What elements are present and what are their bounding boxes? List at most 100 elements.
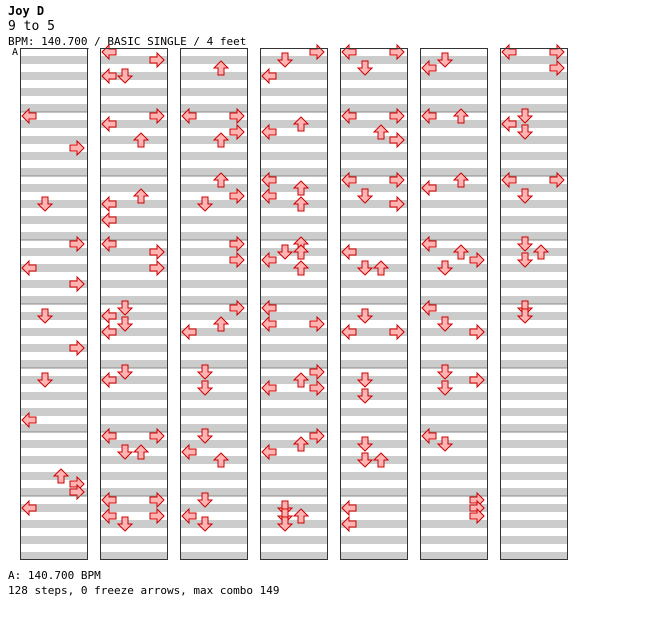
left-arrow-icon xyxy=(421,59,437,77)
left-arrow-icon xyxy=(101,67,117,85)
beat-stripe xyxy=(340,104,408,112)
beat-stripe xyxy=(100,200,168,208)
beat-stripe xyxy=(20,216,88,224)
beat-stripe xyxy=(20,440,88,448)
beat-stripe xyxy=(20,152,88,160)
left-arrow-icon xyxy=(101,323,117,341)
beat-stripe xyxy=(260,408,328,416)
beat-stripe xyxy=(420,152,488,160)
beat-stripe xyxy=(20,424,88,432)
beat-stripe xyxy=(20,264,88,272)
beat-stripe xyxy=(20,248,88,256)
beat-stripe xyxy=(20,552,88,560)
right-arrow-icon xyxy=(229,299,245,317)
chart-column xyxy=(260,43,328,560)
beat-stripe xyxy=(420,392,488,400)
up-arrow-icon xyxy=(132,132,150,148)
beat-stripe xyxy=(180,168,248,176)
right-arrow-icon xyxy=(469,371,485,389)
beat-stripe xyxy=(260,360,328,368)
right-arrow-icon xyxy=(149,107,165,125)
left-arrow-icon xyxy=(21,499,37,517)
left-arrow-icon xyxy=(101,195,117,213)
chart-column xyxy=(420,48,488,560)
beat-stripe xyxy=(20,536,88,544)
beat-stripe xyxy=(420,104,488,112)
beat-stripe xyxy=(100,56,168,64)
beat-stripe xyxy=(260,232,328,240)
beat-stripe xyxy=(20,520,88,528)
left-arrow-icon xyxy=(261,171,277,189)
beat-stripe xyxy=(180,200,248,208)
up-arrow-icon xyxy=(372,260,390,276)
beat-stripe xyxy=(340,552,408,560)
beat-stripe xyxy=(260,216,328,224)
up-arrow-icon xyxy=(292,372,310,388)
beat-stripe xyxy=(500,504,568,512)
beat-stripe xyxy=(20,456,88,464)
chart-column xyxy=(20,48,88,560)
beat-stripe xyxy=(340,312,408,320)
beat-stripe xyxy=(420,456,488,464)
down-arrow-icon xyxy=(116,364,134,380)
right-arrow-icon xyxy=(469,323,485,341)
beat-stripe xyxy=(20,168,88,176)
beat-stripe xyxy=(100,232,168,240)
beat-stripe xyxy=(500,184,568,192)
beat-stripe xyxy=(500,312,568,320)
beat-stripe xyxy=(100,104,168,112)
left-arrow-icon xyxy=(101,491,117,509)
left-arrow-icon xyxy=(181,107,197,125)
down-arrow-icon xyxy=(116,68,134,84)
beat-stripe xyxy=(500,280,568,288)
chart-column xyxy=(340,43,408,560)
right-arrow-icon xyxy=(549,59,565,77)
beat-stripe xyxy=(340,360,408,368)
down-arrow-icon xyxy=(356,308,374,324)
beat-stripe xyxy=(100,536,168,544)
right-arrow-icon xyxy=(309,379,325,397)
beat-stripe xyxy=(500,360,568,368)
beat-stripe xyxy=(260,328,328,336)
beat-stripe xyxy=(340,472,408,480)
left-arrow-icon xyxy=(261,187,277,205)
beat-stripe xyxy=(180,120,248,128)
beat-stripe xyxy=(420,472,488,480)
down-arrow-icon xyxy=(276,516,294,532)
right-arrow-icon xyxy=(229,187,245,205)
beat-stripe xyxy=(100,440,168,448)
beat-stripe xyxy=(100,504,168,512)
beat-stripe xyxy=(420,136,488,144)
down-arrow-icon xyxy=(356,188,374,204)
down-arrow-icon xyxy=(196,364,214,380)
beat-stripe xyxy=(180,72,248,80)
down-arrow-icon xyxy=(356,260,374,276)
left-arrow-icon xyxy=(261,315,277,333)
down-arrow-icon xyxy=(36,372,54,388)
beat-stripe xyxy=(260,488,328,496)
left-arrow-icon xyxy=(501,171,517,189)
beat-stripe xyxy=(20,392,88,400)
down-arrow-icon xyxy=(356,388,374,404)
beat-stripe xyxy=(260,472,328,480)
down-arrow-icon xyxy=(436,52,454,68)
down-arrow-icon xyxy=(356,436,374,452)
beat-stripe xyxy=(500,216,568,224)
column-border xyxy=(100,48,168,560)
beat-stripe xyxy=(180,520,248,528)
down-arrow-icon xyxy=(436,380,454,396)
beat-stripe xyxy=(260,520,328,528)
beat-stripe xyxy=(340,248,408,256)
up-arrow-icon xyxy=(372,452,390,468)
down-arrow-icon xyxy=(116,444,134,460)
beat-stripe xyxy=(260,392,328,400)
right-arrow-icon xyxy=(149,51,165,69)
beat-stripe xyxy=(420,408,488,416)
beat-stripe xyxy=(180,312,248,320)
beat-stripe xyxy=(500,72,568,80)
up-arrow-icon xyxy=(452,244,470,260)
beat-stripe xyxy=(180,424,248,432)
beat-stripe xyxy=(260,424,328,432)
beat-stripe xyxy=(180,232,248,240)
left-arrow-icon xyxy=(341,499,357,517)
